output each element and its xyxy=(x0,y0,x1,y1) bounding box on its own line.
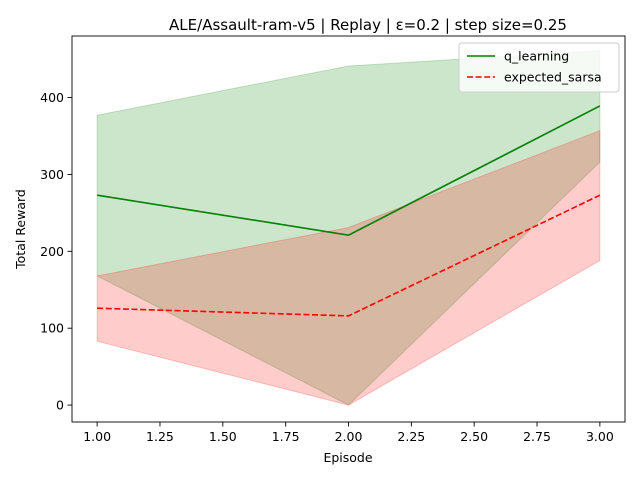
line-q_learning xyxy=(97,105,601,236)
series-lines xyxy=(97,105,601,317)
chart-title: ALE/Assault-ram-v5 | Replay | ε=0.2 | st… xyxy=(169,16,567,34)
y-tick-label: 400 xyxy=(40,90,64,105)
y-tick-label: 200 xyxy=(40,244,64,259)
x-tick-label: 3.00 xyxy=(586,429,614,444)
legend: q_learning expected_sarsa xyxy=(458,42,620,93)
legend-label-q_learning: q_learning xyxy=(504,49,569,64)
y-axis-label: Total Reward xyxy=(13,189,28,270)
y-axis-ticks: 0 100 200 300 400 xyxy=(40,90,72,413)
y-tick-label: 0 xyxy=(56,398,64,413)
band-expected_sarsa xyxy=(96,129,601,406)
legend-label-expected_sarsa: expected_sarsa xyxy=(504,70,602,85)
x-tick-label: 2.50 xyxy=(460,429,488,444)
x-tick-label: 1.00 xyxy=(83,429,111,444)
legend-box xyxy=(458,42,620,93)
x-tick-label: 2.25 xyxy=(397,429,425,444)
x-tick-label: 1.50 xyxy=(209,429,237,444)
x-tick-label: 1.25 xyxy=(146,429,174,444)
y-tick-label: 100 xyxy=(40,321,64,336)
x-tick-label: 2.00 xyxy=(335,429,363,444)
line-expected_sarsa xyxy=(97,194,601,317)
x-tick-label: 1.75 xyxy=(272,429,300,444)
band-q_learning xyxy=(96,50,601,406)
x-tick-label: 2.75 xyxy=(523,429,551,444)
x-axis-label: Episode xyxy=(323,450,372,465)
confidence-bands xyxy=(96,50,601,406)
x-axis-ticks: 1.00 1.25 1.50 1.75 2.00 2.25 2.50 2.75 3.00 xyxy=(83,422,614,444)
y-tick-label: 300 xyxy=(40,167,64,182)
